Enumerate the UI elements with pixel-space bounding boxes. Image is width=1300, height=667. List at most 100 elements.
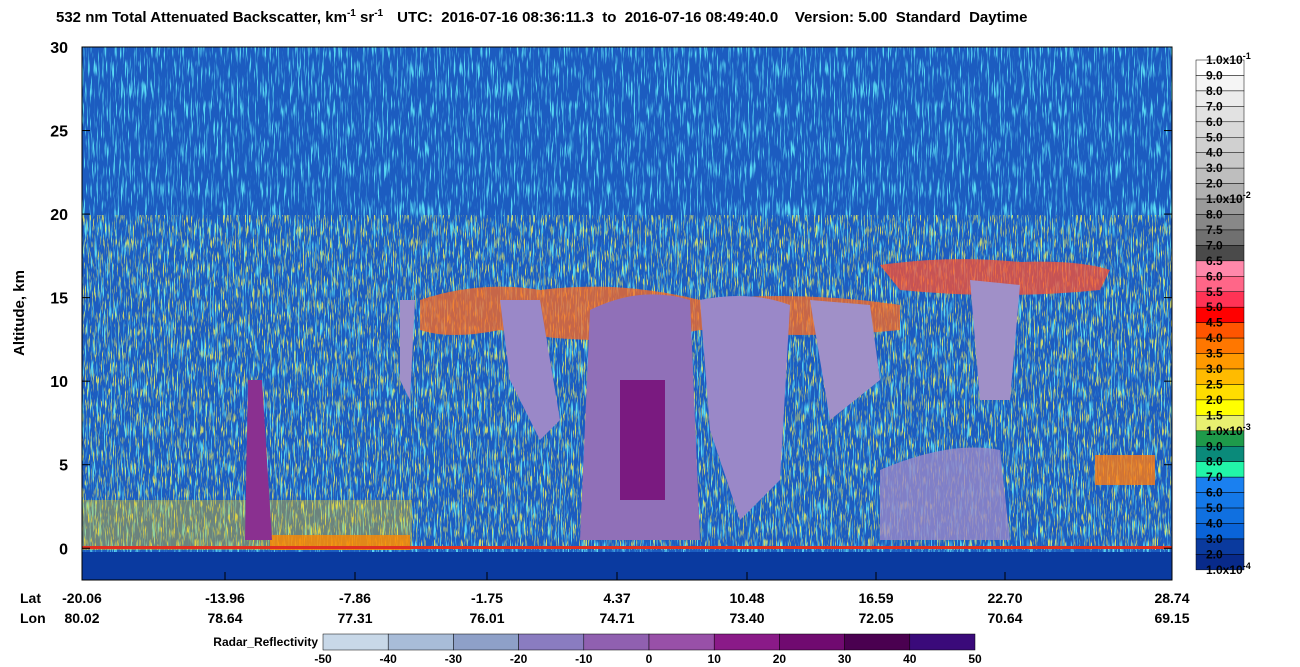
cloud-top [880,259,1110,295]
cloud [880,447,1010,540]
colorbar-label-exp: -4 [1243,561,1251,571]
title-sup: -1 [374,8,383,19]
lat-label: Lat [20,590,41,606]
cloud [700,296,790,520]
cloud-core [620,380,665,500]
title-text: UTC: 2016-07-16 08:36:11.3 to 2016-07-16… [397,9,1027,26]
radar-tick-label: -50 [314,652,332,666]
colorbar-label: 9.0 [1206,68,1223,82]
axes: 0 5 10 15 20 25 30 Lat Lon -20.06 80.02 -13.96 78.64… [20,40,1251,666]
title-sup: -1 [347,8,356,19]
y-tick-label: 20 [50,207,68,224]
y-tick-label: 25 [50,124,68,141]
cloud [500,300,560,440]
colorbar-label-base: 1.0x10 [1206,192,1243,206]
lat-tick-label: -7.86 [339,590,371,606]
radar-tick-label: 50 [968,652,982,666]
radar-bin [518,633,585,651]
colorbar-label: 5.0 [1206,130,1223,144]
surface [82,546,1172,549]
radar-tick-label: -30 [445,652,463,666]
y-tick-label: 10 [50,374,68,391]
colorbar-label: 6.5 [1206,254,1223,268]
lon-tick-label: 70.64 [987,610,1022,626]
colorbar-label: 6.0 [1206,269,1223,283]
lon-tick-label: 72.05 [858,610,893,626]
colorbar-bin [1195,554,1245,571]
radar-bin [648,633,715,651]
colorbar-label: 3.0 [1206,532,1223,546]
colorbar-label-base: 1.0x10 [1206,53,1243,67]
colorbar-label: 7.0 [1206,99,1223,113]
colorbar-label: 1.0x10-3 [1206,422,1251,438]
lat-tick-label: -20.06 [62,590,102,606]
colorbar-label-base: 1.0x10 [1206,563,1243,577]
lat-tick-label: 16.59 [858,590,893,606]
lon-tick-label: 77.31 [337,610,372,626]
lat-tick-label: -1.75 [471,590,503,606]
colorbar-label-exp: -2 [1243,190,1251,200]
y-tick-label: 5 [59,458,68,475]
colorbar-label: 3.0 [1206,362,1223,376]
colorbar-label-exp: -3 [1243,422,1251,432]
radar-bin [322,633,389,651]
lat-tick-label: 22.70 [987,590,1022,606]
colorbar-label: 5.5 [1206,285,1223,299]
colorbar-label: 1.0x10-2 [1206,190,1251,206]
colorbar-label: 7.0 [1206,238,1223,252]
colorbar-label: 1.5 [1206,408,1223,422]
radar-tick-label: -20 [510,652,528,666]
y-tick-label: 30 [50,40,68,57]
colorbar-label: 6.0 [1206,115,1223,129]
cloud [970,280,1020,400]
radar-bin [583,633,650,651]
lon-tick-label: 78.64 [207,610,242,626]
colorbar-label: 3.0 [1206,161,1223,175]
colorbar-label: 8.0 [1206,84,1223,98]
lat-tick-label: 4.37 [603,590,630,606]
radar-bin [387,633,454,651]
radar-bin [844,633,911,651]
lon-tick-label: 80.02 [64,610,99,626]
colorbar-label: 4.5 [1206,316,1223,330]
colorbar-label: 7.5 [1206,223,1223,237]
subsurface [82,552,1172,580]
aerosol-layer [1095,455,1155,485]
colorbar-label: 3.5 [1206,347,1223,361]
colorbar-label: 5.0 [1206,300,1223,314]
radar-tick-label: 10 [708,652,722,666]
colorbar-label: 6.0 [1206,486,1223,500]
lon-label: Lon [20,610,46,626]
radar-bin [713,633,780,651]
radar-label: Radar_Reflectivity [213,635,318,649]
colorbar-label: 2.0 [1206,393,1223,407]
radar-bin [909,633,976,651]
radar-tick-label: -40 [380,652,398,666]
cloud [245,380,272,540]
title-text: 532 nm Total Attenuated Backscatter, km [56,9,347,26]
colorbar-label-base: 1.0x10 [1206,424,1243,438]
y-tick-label: 0 [59,541,68,558]
radar-tick-label: -10 [575,652,593,666]
colorbar-label: 7.0 [1206,470,1223,484]
colorbar-label: 4.0 [1206,331,1223,345]
lon-tick-label: 74.71 [599,610,634,626]
colorbar-label: 4.0 [1206,146,1223,160]
radar-bin [453,633,519,651]
lon-tick-label: 69.15 [1154,610,1189,626]
radar-tick-label: 30 [838,652,852,666]
radar-tick-label: 40 [903,652,917,666]
plot-frame [81,46,1173,581]
lat-tick-label: 10.48 [729,590,764,606]
y-axis-label: Altitude, km [11,270,28,356]
radar-bin [779,633,845,651]
colorbar-label: 1.0x10-4 [1206,561,1251,577]
backscatter-field [82,47,1172,580]
cloud [810,300,880,420]
colorbar-label: 2.0 [1206,547,1223,561]
lat-tick-label: -13.96 [205,590,245,606]
colorbar-label: 9.0 [1206,439,1223,453]
colorbar-label: 5.0 [1206,501,1223,515]
y-tick-label: 15 [50,291,68,308]
